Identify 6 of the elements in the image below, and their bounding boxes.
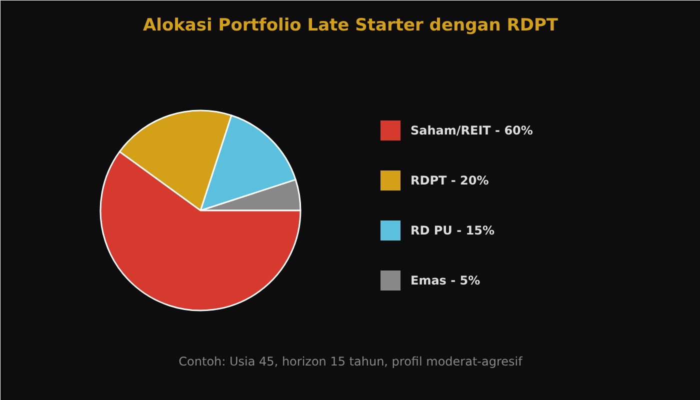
legend-label: Emas - 5% bbox=[410, 274, 480, 288]
chart-title: Alokasi Portfolio Late Starter dengan RDPT bbox=[142, 16, 558, 36]
legend-label: RD PU - 15% bbox=[410, 224, 494, 238]
legend-label: Saham/REIT - 60% bbox=[410, 124, 533, 138]
legend-label: RDPT - 20% bbox=[410, 174, 489, 188]
text: Contoh: Usia 45, horizon 15 tahun, profil moderat-agresif bbox=[178, 354, 524, 368]
